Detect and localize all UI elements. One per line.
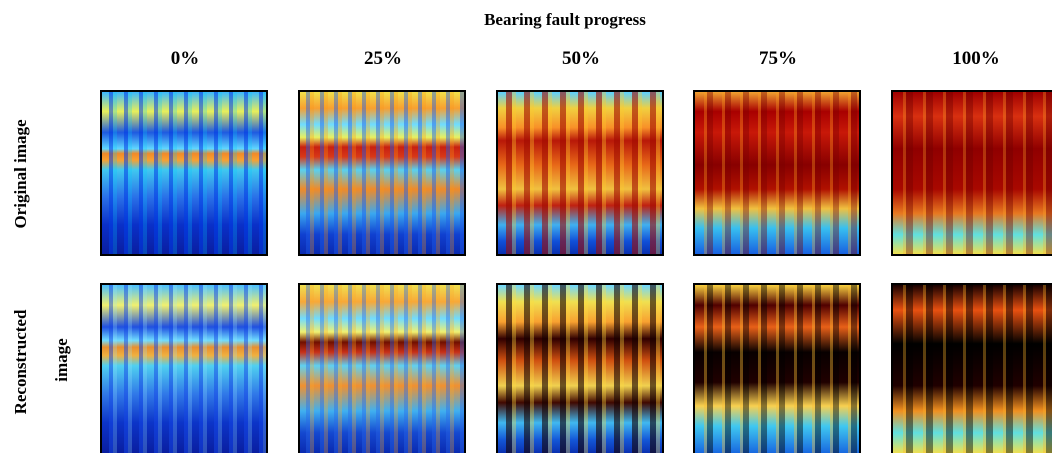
row-label: image xyxy=(52,260,72,460)
original-image xyxy=(891,90,1052,256)
reconstructed-image xyxy=(891,283,1052,453)
column-label: 100% xyxy=(891,48,1052,70)
row-label: Reconstructed xyxy=(11,262,31,462)
original-image xyxy=(298,90,466,256)
page: {"title": "Bearing fault progress", "col… xyxy=(0,0,1052,446)
column-label: 25% xyxy=(298,48,468,70)
original-image xyxy=(693,90,861,256)
reconstructed-image xyxy=(298,283,466,453)
original-image xyxy=(496,90,664,256)
reconstructed-image xyxy=(693,283,861,453)
column-label: 75% xyxy=(693,48,863,70)
reconstructed-image xyxy=(100,283,268,453)
original-image xyxy=(100,90,268,256)
column-label: 0% xyxy=(100,48,270,70)
figure-title: Bearing fault progress xyxy=(0,10,1052,30)
reconstructed-image xyxy=(496,283,664,453)
row-label: Original image xyxy=(11,74,31,274)
column-label: 50% xyxy=(496,48,666,70)
